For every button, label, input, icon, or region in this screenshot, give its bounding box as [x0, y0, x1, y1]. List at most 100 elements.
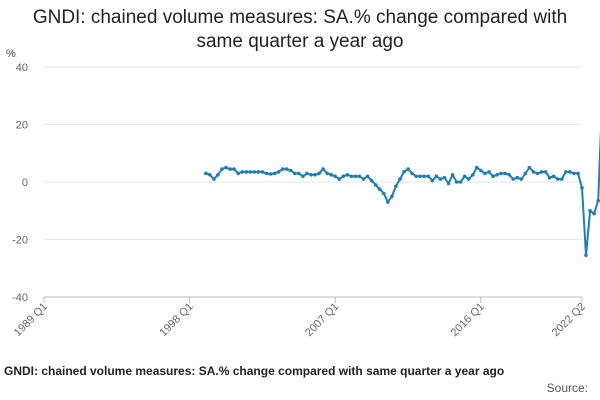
axes	[43, 297, 583, 303]
data-point	[345, 173, 350, 177]
data-point	[301, 174, 305, 179]
data-point	[438, 177, 443, 181]
data-point	[471, 173, 475, 177]
data-point	[240, 170, 244, 174]
data-point	[390, 194, 394, 199]
data-point	[365, 174, 370, 179]
data-point	[232, 167, 236, 171]
data-point	[458, 180, 463, 184]
data-point	[276, 170, 281, 174]
data-point	[426, 174, 431, 179]
footer-source: Source:	[546, 381, 588, 395]
data-point	[592, 211, 596, 216]
data-point	[418, 174, 423, 179]
data-point	[503, 171, 507, 176]
data-point	[430, 178, 435, 183]
x-tick-label: 2016 Q1	[449, 301, 487, 339]
data-point	[483, 171, 487, 176]
data-point	[450, 173, 455, 177]
data-point	[341, 174, 346, 179]
data-point	[228, 167, 232, 171]
data-point	[329, 173, 334, 177]
data-point	[547, 175, 552, 180]
data-point	[349, 174, 354, 179]
data-point	[584, 253, 588, 258]
y-axis-label: %	[6, 48, 16, 60]
data-point	[507, 173, 512, 177]
data-point	[527, 165, 532, 170]
data-point	[252, 170, 257, 174]
data-point	[333, 174, 338, 179]
x-tick-label: 1989 Q1	[12, 301, 50, 339]
data-point	[539, 170, 544, 174]
series-line	[205, 128, 600, 257]
y-tick-label: 20	[16, 120, 28, 132]
data-point	[572, 171, 576, 176]
data-point	[406, 167, 410, 171]
data-point	[386, 200, 390, 204]
data-point	[515, 175, 520, 180]
data-point	[398, 177, 402, 181]
data-point	[588, 209, 592, 213]
x-tick-label: 2022 Q2	[550, 301, 588, 339]
data-point	[260, 170, 265, 174]
data-point	[434, 174, 439, 179]
data-point	[236, 171, 240, 176]
data-point	[268, 172, 273, 176]
data-point	[321, 167, 325, 171]
data-point	[487, 170, 491, 174]
x-tick-label: 2007 Q1	[303, 301, 341, 339]
data-point	[309, 173, 313, 177]
data-point	[564, 170, 568, 174]
data-point	[519, 177, 524, 181]
tick-labels: 40 20 0 -20 -40% 1989 Q1 1998 Q1 2007 Q1 2016 Q1…	[6, 48, 588, 339]
data-point	[446, 181, 451, 186]
data-point	[357, 174, 362, 179]
data-point	[317, 171, 321, 176]
data-point	[325, 171, 330, 176]
data-point	[216, 173, 220, 177]
data-point	[596, 198, 600, 203]
gridlines	[44, 66, 582, 298]
data-point	[264, 171, 269, 176]
data-point	[353, 174, 358, 179]
data-point	[491, 174, 495, 179]
series-layer	[204, 128, 600, 258]
data-point	[212, 177, 216, 181]
data-point	[256, 170, 261, 174]
data-point	[204, 171, 208, 176]
x-tick-label: 1998 Q1	[157, 301, 195, 339]
data-point	[280, 167, 285, 171]
data-point	[414, 174, 419, 179]
data-point	[272, 171, 277, 176]
data-point	[289, 168, 293, 173]
data-point	[475, 165, 479, 170]
data-point	[224, 165, 228, 170]
data-point	[248, 170, 253, 174]
y-tick-label: 0	[22, 177, 28, 189]
data-point	[511, 177, 515, 181]
data-point	[361, 177, 366, 181]
data-point	[495, 173, 499, 177]
data-point	[479, 168, 483, 173]
data-point	[523, 171, 528, 176]
data-point	[369, 178, 374, 183]
data-point	[580, 186, 584, 190]
y-tick-label: -20	[12, 235, 28, 247]
data-point	[568, 170, 572, 174]
data-point	[297, 171, 301, 176]
data-point	[531, 170, 536, 174]
y-tick-label: -40	[12, 292, 28, 304]
data-point	[377, 187, 382, 191]
data-point	[284, 167, 289, 171]
data-point	[402, 170, 406, 174]
data-point	[576, 171, 580, 176]
data-point	[313, 173, 317, 177]
data-point	[560, 177, 564, 181]
data-point	[543, 170, 548, 174]
data-point	[454, 180, 459, 184]
data-point	[442, 175, 447, 180]
data-point	[555, 177, 560, 181]
data-point	[293, 171, 297, 176]
